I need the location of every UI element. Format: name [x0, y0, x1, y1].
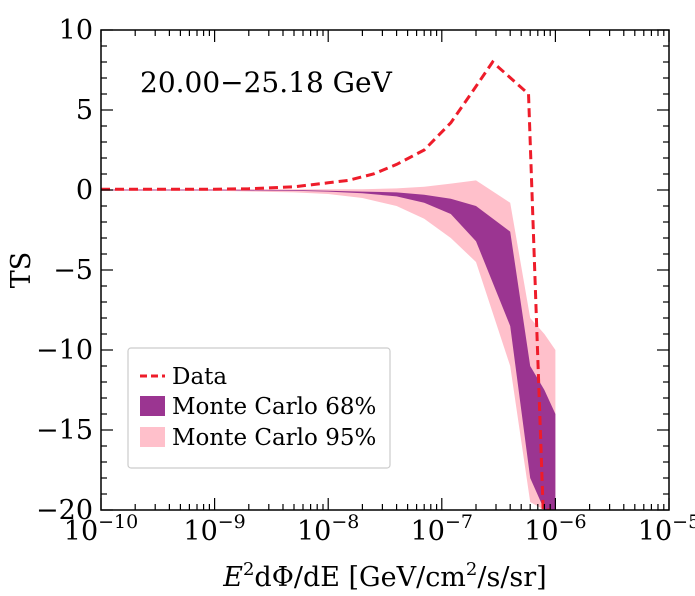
y-tick-label: −20: [36, 495, 93, 526]
x-axis-label-sup2: 2: [466, 559, 477, 580]
x-tick-label: 10−10: [64, 511, 138, 547]
y-tick-label: −15: [36, 415, 93, 446]
legend-mc95-label: Monte Carlo 95%: [172, 425, 376, 451]
legend-mc95-swatch: [140, 427, 165, 447]
y-axis-label: TS: [6, 252, 37, 289]
legend: Data Monte Carlo 68% Monte Carlo 95%: [127, 347, 391, 469]
x-tick-label: 10−9: [183, 511, 245, 547]
plot-frame: [100, 29, 670, 511]
tick-layer: [100, 29, 670, 511]
legend-mc68-label: Monte Carlo 68%: [172, 394, 376, 420]
y-tick-label: −5: [53, 255, 93, 286]
y-tick-label: 10: [59, 15, 93, 46]
y-tick-label: −10: [36, 335, 93, 366]
x-axis-label: E2dΦ/dE [GeV/cm2/s/sr]: [222, 559, 546, 593]
x-tick-label: 10−6: [524, 511, 586, 547]
x-axis-label-mid: dΦ/dE [GeV/cm: [254, 562, 466, 593]
band-monte-carlo-95-: [101, 180, 556, 510]
series-layer: [101, 59, 556, 510]
x-tick-label: 10−8: [297, 511, 359, 547]
x-axis-label-e: E: [222, 562, 243, 593]
x-tick-label: 10−5: [638, 511, 695, 547]
y-tick-label: 0: [76, 175, 93, 206]
y-tick-labels: 10 5 0 −5 −10 −15 −20: [36, 15, 93, 526]
x-tick-label: 10−7: [411, 511, 473, 547]
energy-range-annotation: 20.00−25.18 GeV: [140, 66, 393, 99]
x-tick-labels: 10−10 10−9 10−8 10−7 10−6 10−5: [64, 511, 695, 547]
x-axis-label-sup: 2: [243, 559, 254, 580]
legend-data-label: Data: [172, 364, 227, 390]
legend-frame: [127, 347, 391, 469]
data-line: [101, 59, 551, 510]
legend-mc68-swatch: [140, 396, 165, 416]
x-axis-label-suffix: /s/sr]: [477, 562, 546, 593]
y-tick-label: 5: [76, 95, 93, 126]
